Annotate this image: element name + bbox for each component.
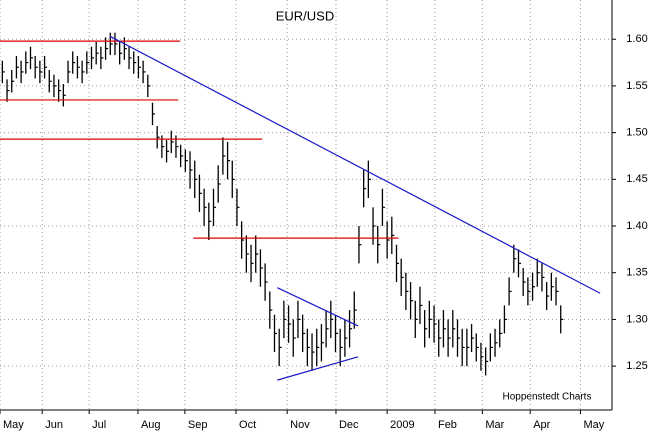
x-tick-label: Jun (45, 419, 63, 431)
x-tick-label: Sep (188, 419, 208, 431)
trend-line (277, 287, 359, 327)
y-tick-label: 1.30 (626, 313, 647, 325)
y-tick-label: 1.35 (626, 267, 647, 279)
x-tick-label: May (3, 419, 24, 431)
x-tick-label: Feb (438, 419, 457, 431)
y-tick-label: 1.60 (626, 33, 647, 45)
y-tick-label: 1.25 (626, 360, 647, 372)
x-tick-label: Oct (239, 419, 256, 431)
trend-line (109, 35, 601, 294)
x-tick-label: May (583, 419, 604, 431)
x-tick-label: Mar (485, 419, 504, 431)
y-tick-label: 1.55 (626, 80, 647, 92)
x-tick-label: 2009 (390, 419, 414, 431)
x-tick-label: Aug (141, 419, 161, 431)
x-tick-label: Dec (339, 419, 359, 431)
x-tick-label: Nov (290, 419, 310, 431)
x-tick-label: Jul (92, 419, 106, 431)
source-note: Hoppenstedt Charts (503, 392, 592, 403)
y-tick-label: 1.50 (626, 127, 647, 139)
x-tick-label: Apr (533, 419, 550, 431)
y-tick-label: 1.45 (626, 173, 647, 185)
y-tick-label: 1.40 (626, 220, 647, 232)
chart-title: EUR/USD (276, 8, 335, 23)
trend-line (277, 356, 359, 381)
